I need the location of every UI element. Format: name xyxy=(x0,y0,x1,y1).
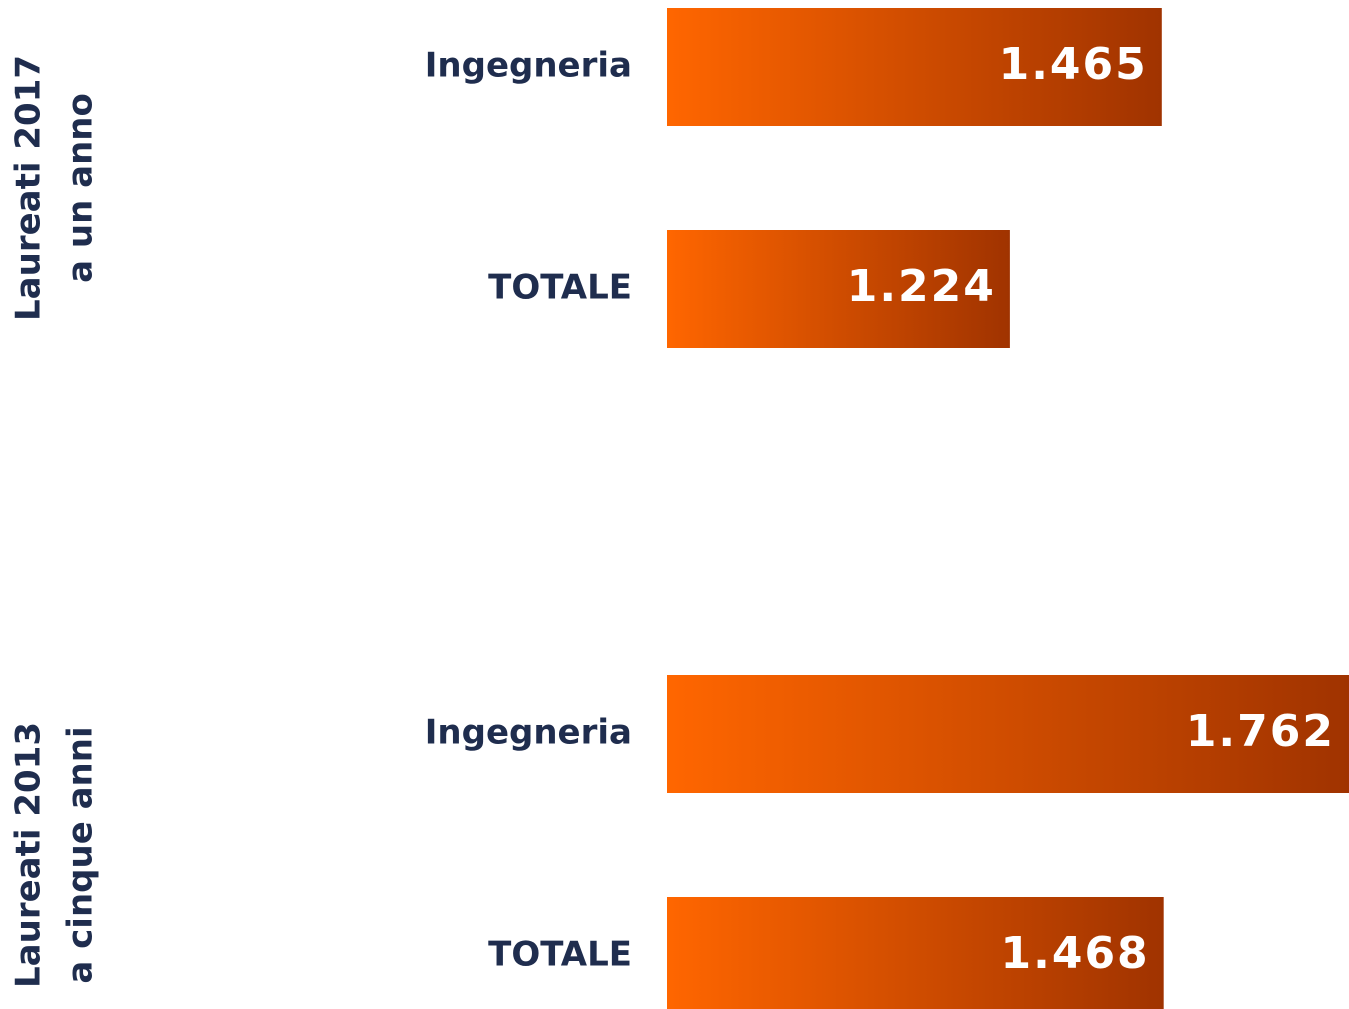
group-label: Laureati 2017 xyxy=(9,55,49,321)
category-label: TOTALE xyxy=(488,268,632,308)
bar xyxy=(667,8,1162,126)
group-label: a cinque anni xyxy=(61,726,101,983)
bar xyxy=(667,897,1164,1009)
value-label: 1.762 xyxy=(1186,706,1335,757)
group-label: Laureati 2013 xyxy=(9,722,49,988)
group-label: a un anno xyxy=(61,93,101,283)
bar xyxy=(667,675,1349,793)
value-label: 1.468 xyxy=(1001,928,1150,979)
category-label: Ingegneria xyxy=(425,46,632,86)
value-label: 1.224 xyxy=(847,261,996,312)
value-label: 1.465 xyxy=(999,39,1148,90)
category-label: TOTALE xyxy=(488,935,632,975)
category-label: Ingegneria xyxy=(425,713,632,753)
bar xyxy=(667,230,1010,348)
